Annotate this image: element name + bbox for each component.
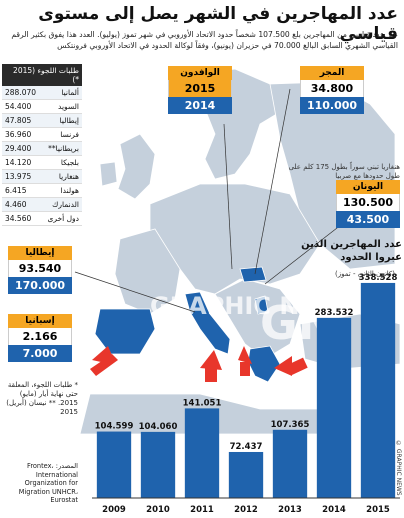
asylum-row: هنغاريا 13.975 [2,170,82,184]
source-text: المصدر: Frontex، International Organizat… [18,462,78,504]
asylum-country: ألمانيا [61,88,79,97]
asylum-row: ألمانيا 288.070 [2,86,82,100]
box-arrivals-2015: 2015 [168,80,232,97]
box-greece-2015: 130.500 [336,194,400,211]
france-land [114,228,181,315]
box-spain-2015: 2.166 [8,328,72,345]
watermark-text: GRAPHIC NEWS [150,292,360,320]
balkan-route-highlight [254,295,269,315]
spain-highlight [94,308,156,355]
asylum-row: الدنمارك 4.460 [2,198,82,212]
asylum-value: 288.070 [5,88,37,97]
asylum-row: بريطانيا** 29.400 [2,142,82,156]
asylum-value: 14.120 [5,158,32,167]
asylum-value: 4.460 [5,200,27,209]
box-hungary-2015: 34.800 [300,80,364,97]
arrow-italy-body [205,368,217,382]
box-spain: إسبانيا 2.166 7.000 [8,314,72,362]
box-hungary-2014: 110.000 [300,97,364,114]
line-wb [223,123,233,270]
box-arrivals-2014: 2014 [168,97,232,114]
box-spain-2014: 7.000 [8,345,72,362]
italy-highlight [184,291,231,355]
arrow-greece [274,356,292,376]
ireland-land [99,161,118,187]
intro-text: عبر عدد قياسي من المهاجرين بلغ 107.500 ش… [11,30,398,50]
box-spain-label: إسبانيا [8,314,72,328]
asylum-country: فرنسا [60,130,79,139]
page-title: عدد المهاجرين في الشهر يصل إلى مستوى قيا… [38,4,398,44]
box-hungary: المجر 34.800 110.000 [300,66,364,114]
box-italy-label: إيطاليا [8,246,72,260]
asylum-country: إيطاليا [59,116,79,125]
box-greece-2014: 43.500 [336,211,400,228]
north-africa-land [79,393,341,435]
asylum-value: 54.400 [5,102,32,111]
credit: © GRAPHIC NEWS [395,440,402,496]
asylum-country: الدنمارك [52,200,79,209]
hungary-highlight [239,266,267,283]
asylum-value: 34.560 [5,214,32,223]
asylum-country: هنغاريا [58,172,79,181]
asylum-row: السويد 54.400 [2,100,82,114]
asylum-value: 6.415 [5,186,27,195]
arrow-italy2 [238,346,252,364]
asylum-value: 36.960 [5,130,32,139]
balkans-land [214,278,301,360]
asylum-value: 13.975 [5,172,32,181]
box-greece: اليونان 130.500 43.500 [336,180,400,228]
uk-land [117,133,156,200]
box-hungary-label: المجر [300,66,364,80]
asylum-country: السويد [58,102,79,111]
box-arrivals-label: الوافدون [168,66,232,80]
asylum-country: بلجيكا [60,158,79,167]
arrow-spain-body [90,354,118,376]
asylum-country: بريطانيا** [48,144,79,153]
asylum-row: دول أخرى 34.560 [2,212,82,226]
line-hu [254,88,291,275]
asylum-value: 29.400 [5,144,32,153]
arrow-italy [200,350,222,370]
box-italy: إيطاليا 93.540 170.000 [8,246,72,294]
asylum-country: هولندا [60,186,79,195]
asylum-country: دول أخرى [47,214,79,223]
line-it [74,271,196,313]
box-italy-2014: 170.000 [8,277,72,294]
asylum-header: طلبات اللجوء (2015 *) [2,64,82,86]
box-arrivals: الوافدون 2015 2014 [168,66,232,114]
box-italy-2015: 93.540 [8,260,72,277]
box-greece-label: اليونان [336,180,400,194]
chart-subtitle: (كانون الثاني - تموز) [335,270,395,278]
arrow-italy2-body [240,362,250,376]
fence-note: هنغاريا تبني سوراً بطول 175 كلم على طول … [288,163,400,180]
asylum-value: 47.805 [5,116,32,125]
asylum-row: هولندا 6.415 [2,184,82,198]
asylum-table: طلبات اللجوء (2015 *) ألمانيا 288.070 السو… [2,64,82,226]
asylum-note: * طلبات اللجوء، المعلقة حتى نهاية أيار (… [6,381,78,416]
asylum-row: إيطاليا 47.805 [2,114,82,128]
arrow-greece-body [286,357,308,376]
asylum-row: فرنسا 36.960 [2,128,82,142]
chart-title: عدد المهاجرين الذين عبروا الحدود [301,239,402,263]
asylum-row: بلجيكا 14.120 [2,156,82,170]
